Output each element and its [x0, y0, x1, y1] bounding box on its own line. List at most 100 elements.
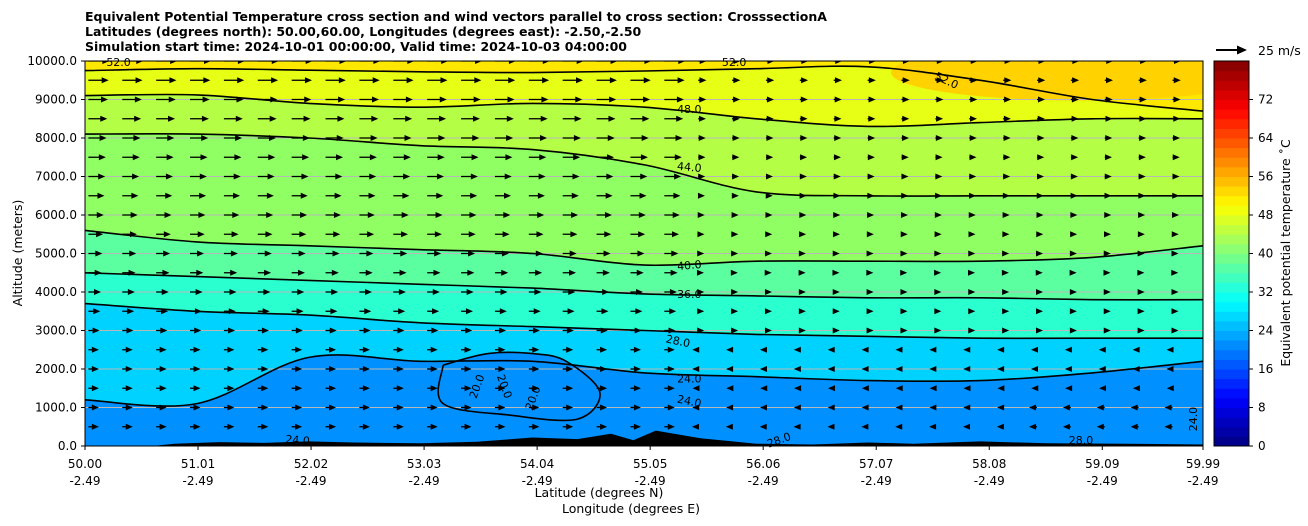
wind-vector-arrow-icon	[204, 61, 212, 64]
wind-vector	[968, 289, 976, 295]
wind-vector	[190, 327, 202, 334]
wind-vector-arrow-icon	[764, 308, 772, 315]
wind-vector	[88, 115, 108, 122]
wind-vector	[359, 192, 376, 199]
wind-vector-arrow-icon	[96, 231, 104, 238]
wind-vector-arrow-icon	[129, 250, 137, 257]
wind-vector-arrow-icon	[725, 423, 733, 430]
wind-vector	[1070, 231, 1078, 238]
wind-vector-arrow-icon	[163, 231, 171, 238]
wind-vector	[935, 61, 944, 64]
wind-vector-arrow-icon	[767, 77, 775, 84]
wind-vector-arrow-icon	[963, 385, 971, 392]
wind-vector	[969, 61, 978, 64]
wind-vector-arrow-icon	[901, 173, 909, 180]
wind-vector	[1003, 96, 1012, 103]
wind-vector	[1031, 385, 1039, 392]
wind-vector-arrow-icon	[767, 61, 775, 64]
wind-vector-arrow-icon	[968, 289, 976, 295]
y-tick-label: 9000.0	[35, 93, 77, 107]
wind-vector-arrow-icon	[1071, 96, 1079, 103]
wind-vector-arrow-icon	[271, 61, 279, 64]
wind-vector	[223, 366, 235, 372]
colorbar-band	[1214, 224, 1249, 235]
wind-vector	[494, 115, 514, 122]
field-band-warm-patch	[891, 61, 1203, 101]
wind-vector	[122, 115, 142, 122]
wind-vector	[359, 269, 373, 276]
wind-vector-arrow-icon	[166, 154, 174, 161]
wind-vector-arrow-icon	[969, 135, 977, 141]
wind-vector-arrow-icon	[1003, 154, 1011, 161]
wind-vector-arrow-icon	[335, 173, 343, 180]
colorbar-tick-label: 56	[1258, 170, 1273, 184]
wind-vector-arrow-icon	[638, 231, 646, 238]
wind-vector	[325, 366, 337, 372]
wind-vector	[156, 289, 169, 295]
colorbar-band	[1214, 70, 1249, 81]
wind-vector	[596, 192, 613, 199]
x-tick-label-lat: 51.01	[181, 457, 215, 471]
wind-vector-arrow-icon	[159, 346, 167, 353]
wind-vector	[764, 269, 772, 276]
wind-vector-arrow-icon	[633, 423, 641, 430]
wind-vector	[833, 96, 842, 103]
colorbar-band	[1214, 166, 1249, 177]
wind-vector	[799, 154, 808, 161]
wind-vector	[427, 154, 445, 161]
wind-vector	[1104, 231, 1112, 238]
wind-vector-arrow-icon	[1035, 308, 1043, 315]
wind-vector-arrow-icon	[400, 250, 408, 257]
wind-vector-arrow-icon	[1172, 212, 1180, 218]
wind-vector	[1002, 308, 1010, 315]
wind-vector	[291, 404, 303, 411]
wind-vector	[257, 212, 274, 218]
wind-vector	[596, 231, 612, 238]
wind-vector	[88, 308, 101, 315]
wind-vector	[934, 308, 942, 315]
wind-vector	[833, 154, 841, 161]
wind-vector	[731, 231, 739, 238]
wind-vector-arrow-icon	[200, 154, 208, 161]
wind-vector-arrow-icon	[963, 404, 971, 411]
wind-vector	[664, 423, 675, 430]
wind-vector	[764, 250, 772, 257]
wind-vector	[1103, 308, 1111, 315]
wind-vector-arrow-icon	[127, 308, 135, 315]
wind-vector-arrow-icon	[336, 154, 344, 161]
wind-vector	[732, 96, 741, 103]
wind-vector-arrow-icon	[566, 327, 574, 334]
wind-vector	[895, 346, 903, 353]
wind-vector	[867, 77, 876, 84]
wind-vector	[461, 250, 476, 257]
wind-vector-arrow-icon	[362, 423, 370, 430]
wind-vector	[697, 308, 705, 315]
wind-vector-arrow-icon	[1103, 308, 1111, 315]
wind-vector	[393, 173, 411, 180]
wind-vector-arrow-icon	[91, 385, 99, 392]
wind-vector	[88, 346, 99, 353]
wind-vector-arrow-icon	[504, 192, 512, 199]
wind-vector-arrow-icon	[337, 115, 345, 122]
wind-vector-arrow-icon	[676, 115, 684, 122]
wind-vector	[291, 327, 303, 334]
wind-vector-arrow-icon	[609, 77, 617, 84]
colorbar-band	[1214, 61, 1249, 72]
wind-vector-arrow-icon	[532, 423, 540, 430]
wind-vector-arrow-icon	[642, 115, 650, 122]
wind-vector-arrow-icon	[798, 250, 806, 257]
wind-vector-arrow-icon	[98, 154, 106, 161]
wind-vector	[461, 154, 479, 161]
colorbar-band	[1214, 215, 1249, 226]
wind-vector	[1103, 250, 1111, 257]
y-axis: 0.0 1000.0 2000.0 3000.0 4000.0 5000.0 6000.0 7…	[27, 54, 85, 453]
wind-vector	[528, 423, 540, 430]
wind-vector-arrow-icon	[169, 77, 177, 84]
wind-vector	[88, 135, 107, 141]
wind-vector-arrow-icon	[430, 385, 438, 392]
wind-vector-arrow-icon	[798, 327, 806, 334]
wind-vector	[1130, 423, 1139, 430]
wind-vector-arrow-icon	[396, 346, 404, 353]
wind-vector	[223, 231, 239, 238]
wind-vector	[461, 173, 478, 180]
